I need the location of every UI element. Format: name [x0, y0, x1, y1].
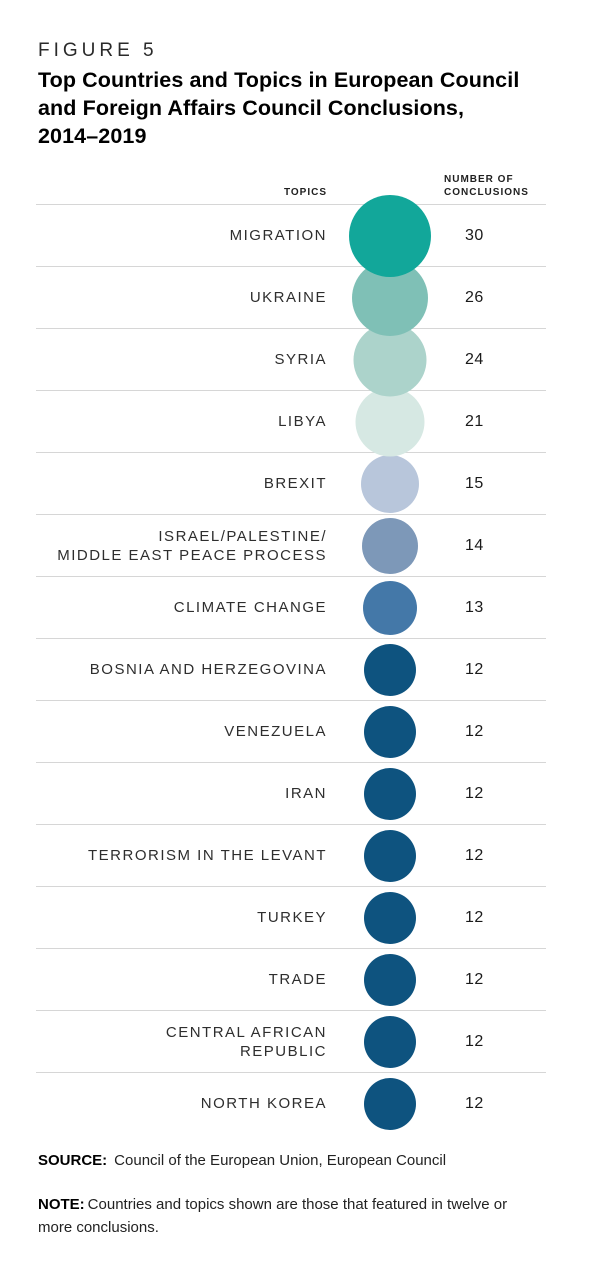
value-bubble	[363, 580, 417, 635]
topic-label: BREXIT	[263, 475, 327, 492]
topic-label: ISRAEL/PALESTINE/MIDDLE EAST PEACE PROCE…	[57, 527, 327, 564]
table-row: ISRAEL/PALESTINE/MIDDLE EAST PEACE PROCE…	[36, 514, 546, 576]
topic-label: TERRORISM IN THE LEVANT	[88, 847, 327, 864]
bubble-cell	[336, 763, 444, 824]
bubble-cell	[336, 194, 444, 277]
value-bubble	[364, 767, 416, 820]
bubble-cell	[336, 887, 444, 948]
bubble-cell	[336, 323, 444, 396]
conclusions-count: 30	[465, 226, 484, 244]
conclusions-count: 24	[465, 350, 484, 368]
topic-label: IRAN	[285, 785, 327, 802]
value-bubble	[364, 953, 416, 1006]
conclusions-count: 12	[465, 722, 484, 740]
note-text: Countries and topics shown are those tha…	[38, 1196, 508, 1236]
conclusions-count: 26	[465, 288, 484, 306]
conclusions-count: 15	[465, 474, 484, 492]
conclusions-count: 12	[465, 660, 484, 678]
table-row: SYRIA 24	[36, 323, 546, 396]
number-of-conclusions-column-header: NUMBER OF CONCLUSIONS	[444, 174, 529, 198]
table-row: NORTH KOREA 12	[36, 1072, 546, 1134]
figure-label: FIGURE 5	[38, 40, 158, 61]
bubble-cell	[336, 949, 444, 1010]
topics-column-header: TOPICS	[283, 187, 327, 198]
topic-label: VENEZUELA	[224, 723, 327, 740]
bubble-cell	[336, 639, 444, 700]
table-row: TURKEY 12	[36, 886, 546, 948]
topic-label: TRADE	[268, 971, 327, 988]
topic-label: BOSNIA AND HERZEGOVINA	[89, 661, 327, 678]
source-label: SOURCE:	[38, 1152, 108, 1169]
value-bubble	[361, 454, 419, 513]
value-bubble	[364, 643, 416, 696]
bubble-cell	[336, 1073, 444, 1134]
source-text: Council of the European Union, European …	[114, 1152, 447, 1169]
value-bubble	[349, 194, 431, 277]
topic-label: TURKEY	[257, 909, 327, 926]
value-bubble	[364, 1015, 416, 1068]
title-line-2: and Foreign Affairs Council Conclusions,	[38, 96, 465, 120]
table-row: TRADE 12	[36, 948, 546, 1010]
conclusions-count: 13	[465, 598, 484, 616]
conclusions-count: 12	[465, 784, 484, 802]
topic-label: LIBYA	[278, 413, 327, 430]
value-bubble	[355, 387, 425, 456]
bubble-cell	[336, 453, 444, 514]
bubble-cell	[336, 387, 444, 456]
value-bubble	[364, 891, 416, 944]
page-title: Top Countries and Topics in European Cou…	[38, 66, 519, 150]
bubble-cell	[336, 825, 444, 886]
topic-label: NORTH KOREA	[200, 1095, 327, 1112]
title-line-1: Top Countries and Topics in European Cou…	[38, 68, 520, 92]
conclusions-count: 14	[465, 536, 484, 554]
conclusions-count: 12	[465, 1032, 484, 1050]
table-row: UKRAINE 26	[36, 259, 546, 336]
table-row: BOSNIA AND HERZEGOVINA 12	[36, 638, 546, 700]
conclusions-count: 12	[465, 908, 484, 926]
chart-rows: MIGRATION 30 UKRAINE 26 SYRIA 24 LIBYA	[36, 194, 546, 1134]
value-bubble	[362, 517, 418, 574]
conclusions-count: 21	[465, 412, 484, 430]
note-line: NOTE: Countries and topics shown are thos…	[38, 1193, 533, 1239]
topic-label: UKRAINE	[249, 289, 327, 306]
bubble-cell	[336, 515, 444, 576]
column-headers: TOPICS NUMBER OF CONCLUSIONS	[36, 168, 546, 204]
bubble-cell	[336, 1011, 444, 1072]
topic-label: CLIMATE CHANGE	[173, 599, 327, 616]
conclusions-count: 12	[465, 846, 484, 864]
table-row: IRAN 12	[36, 762, 546, 824]
table-row: MIGRATION 30	[36, 194, 546, 277]
source-line: SOURCE: Council of the European Union, Eu…	[38, 1150, 446, 1171]
conclusions-count: 12	[465, 1094, 484, 1112]
bubble-cell	[336, 701, 444, 762]
topic-label: MIGRATION	[229, 227, 327, 244]
title-line-3: 2014–2019	[38, 124, 147, 148]
table-row: CENTRAL AFRICAN REPUBLIC 12	[36, 1010, 546, 1072]
value-bubble	[364, 705, 416, 758]
bubble-cell	[336, 577, 444, 638]
table-row: BREXIT 15	[36, 452, 546, 514]
topic-label: CENTRAL AFRICAN REPUBLIC	[165, 1023, 327, 1060]
value-bubble	[364, 1077, 416, 1130]
table-row: CLIMATE CHANGE 13	[36, 576, 546, 638]
table-row: LIBYA 21	[36, 387, 546, 456]
note-label: NOTE:	[38, 1196, 85, 1213]
table-row: VENEZUELA 12	[36, 700, 546, 762]
conclusions-count: 12	[465, 970, 484, 988]
value-bubble	[364, 829, 416, 882]
table-row: TERRORISM IN THE LEVANT 12	[36, 824, 546, 886]
topic-label: SYRIA	[274, 351, 327, 368]
